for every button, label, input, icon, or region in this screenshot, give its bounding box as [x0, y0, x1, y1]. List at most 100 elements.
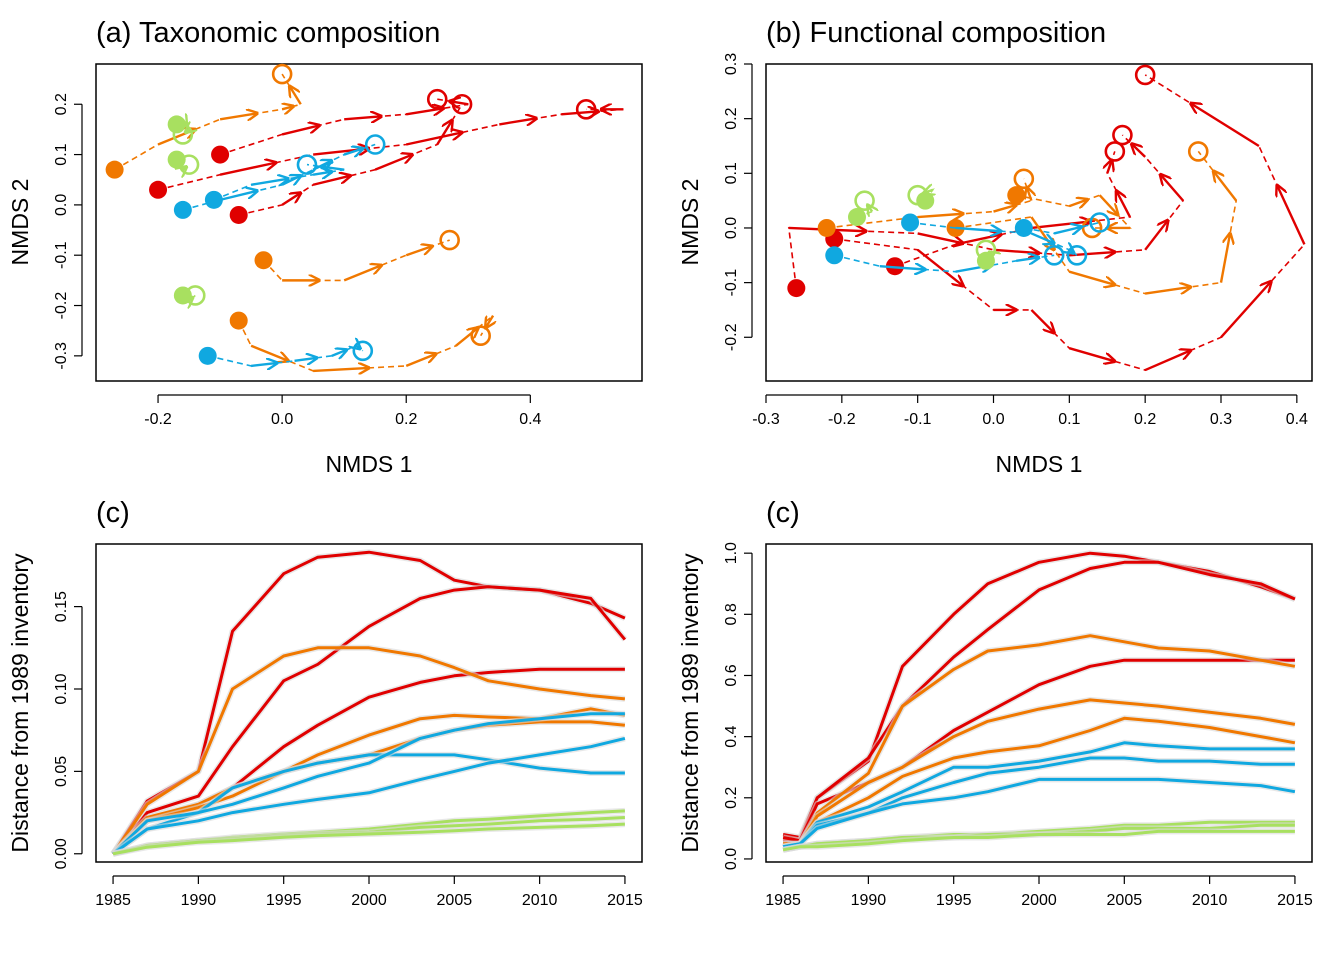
trajectory-arrow — [1016, 257, 1039, 260]
panel-c1: (c) 1985 1990 1995 2000 2005 2010 2015 0.00 0.05… — [7, 497, 643, 909]
end-point — [439, 229, 460, 251]
trajectory-arrow — [1220, 282, 1271, 339]
x-tick-label: 0.3 — [1210, 411, 1232, 428]
trajectory-arrow — [499, 118, 536, 124]
trajectory-arrow — [290, 86, 302, 105]
start-point — [901, 213, 920, 232]
series-line — [112, 822, 625, 856]
x-tick-label: 2000 — [1021, 892, 1057, 909]
trajectory-arrow — [561, 111, 598, 114]
trajectory-arrow — [1030, 309, 1054, 333]
trajectory-arrow — [1277, 185, 1306, 245]
start-point — [1007, 186, 1026, 205]
trajectory-arrow — [343, 149, 363, 155]
start-point — [105, 160, 124, 179]
panel-a-axes: -0.2 0.0 0.2 0.4 -0.3 -0.2 -0.1 0.0 0.1 0.2 — [53, 93, 542, 428]
trajectory-arrow — [405, 354, 436, 368]
series-line — [782, 829, 1295, 852]
trajectory-arrow — [917, 232, 964, 243]
end-point — [854, 190, 875, 211]
trajectory-arrow — [955, 228, 1002, 231]
y-tick-label: 0.15 — [53, 591, 70, 622]
x-tick-label: 2000 — [351, 892, 387, 909]
x-tick-label: 1990 — [851, 892, 887, 909]
trajectory-path — [834, 254, 1055, 273]
panel-b-plot — [787, 64, 1306, 372]
start-point — [254, 251, 273, 270]
trajectory-arrow — [1144, 220, 1168, 251]
x-tick-label: 1995 — [936, 892, 972, 909]
trajectory-arrow — [322, 167, 345, 170]
panel-b-ylabel: NMDS 2 — [677, 179, 703, 266]
trajectory-arrow — [250, 179, 288, 185]
y-tick-label: 0.0 — [723, 848, 740, 870]
panel-a: (a) Taxonomic composition -0.2 0.0 0.2 0.4-… — [7, 17, 643, 477]
end-point — [1013, 168, 1035, 190]
panel-c1-plot — [110, 549, 628, 857]
trajectory-arrow — [219, 163, 276, 176]
panel-c2-axes: 1985 1990 1995 2000 2005 2010 2015 0.0 0.2 0.4 0.6… — [723, 542, 1313, 909]
x-tick-label: 0.1 — [1058, 411, 1080, 428]
start-point — [1014, 218, 1033, 237]
series-line — [783, 634, 1296, 846]
end-point — [1104, 141, 1126, 162]
x-tick-label: 2015 — [1277, 892, 1313, 909]
panel-b-title: (b) Functional composition — [766, 17, 1106, 49]
y-tick-label: -0.1 — [53, 241, 70, 269]
y-tick-label: 0.2 — [723, 107, 740, 129]
panel-b-axes: -0.3 -0.2 -0.1 0.0 0.1 0.2 0.3 0.4 -0.2 -0.1 0.0 0.… — [723, 53, 1308, 428]
trajectory-arrow — [1219, 233, 1230, 283]
series-line — [782, 741, 1295, 849]
y-tick-label: 0.05 — [53, 756, 70, 787]
trajectory-arrow — [331, 350, 347, 356]
x-tick-label: 1990 — [181, 892, 217, 909]
trajectory-arrow — [1107, 160, 1112, 174]
panel-c2-plot — [782, 550, 1297, 853]
end-point — [1112, 124, 1133, 146]
trajectory-arrow — [183, 167, 187, 170]
end-point — [575, 98, 597, 120]
panel-b-frame — [765, 63, 1313, 382]
trajectory-arrow — [993, 250, 1040, 253]
x-tick-label: 0.0 — [271, 411, 293, 428]
panel-c1-frame — [95, 543, 643, 863]
x-tick-label: -0.1 — [904, 411, 932, 428]
trajectory-arrow — [185, 129, 189, 132]
end-point — [352, 340, 374, 362]
y-tick-label: 1.0 — [723, 542, 740, 564]
y-tick-label: 0.4 — [723, 725, 740, 747]
y-tick-label: -0.2 — [723, 323, 740, 351]
panel-c2: (c) 1985 1990 1995 2000 2005 2010 2015 0.0 0.2 0.… — [677, 497, 1313, 909]
trajectory-arrow — [282, 106, 293, 109]
trajectory-path — [114, 73, 303, 171]
start-point — [211, 145, 230, 164]
start-point — [204, 190, 223, 209]
series-line — [782, 551, 1296, 839]
panel-b: (b) Functional composition -0.3 -0.2 -0.1 0… — [677, 17, 1313, 477]
x-tick-label: 2005 — [437, 892, 473, 909]
start-point — [229, 205, 248, 224]
end-point — [172, 124, 194, 145]
trajectory-arrow — [993, 205, 1017, 212]
trajectory-path — [955, 150, 1238, 295]
y-tick-label: 0.1 — [723, 162, 740, 184]
trajectory-arrow — [405, 132, 462, 146]
trajectory-arrow — [1069, 347, 1115, 361]
series-line — [112, 712, 625, 855]
trajectory-arrow — [250, 344, 288, 361]
panel-c2-title: (c) — [766, 497, 800, 529]
end-point — [451, 93, 473, 115]
y-tick-label: 0.3 — [723, 53, 740, 75]
panel-c1-ylabel: Distance from 1989 inventory — [7, 553, 33, 853]
trajectory-arrow — [1053, 227, 1081, 234]
trajectory-arrow — [1132, 144, 1146, 158]
end-point — [271, 63, 293, 85]
start-point — [173, 200, 192, 219]
trajectory-arrow — [313, 368, 369, 371]
trajectory-arrow — [1069, 270, 1115, 285]
trajectory-path — [238, 103, 463, 216]
trajectory-arrow — [879, 266, 926, 269]
end-point — [1066, 244, 1088, 266]
x-tick-label: 2010 — [522, 892, 558, 909]
